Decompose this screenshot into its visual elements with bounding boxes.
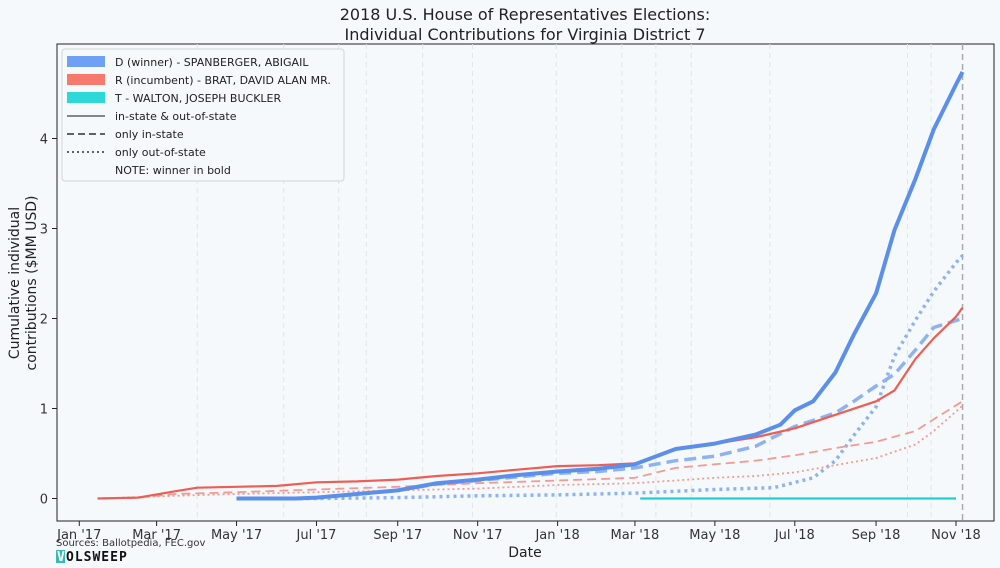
x-tick-label: Sep '17 [373,528,422,543]
legend-label: in-state & out-of-state [115,110,237,123]
legend-label: R (incumbent) - BRAT, DAVID ALAN MR. [115,74,331,87]
x-tick-label: Sep '18 [852,528,901,543]
y-tick-label: 1 [40,403,48,418]
series-line [236,316,964,501]
legend-items: D (winner) - SPANBERGER, ABIGAIL R (incum… [67,56,331,177]
x-tick-label: Nov '18 [931,528,981,543]
volsweep-logo: V OLSWEEP [56,550,128,565]
x-tick-label: Mar '18 [611,528,660,543]
chart-title-line-2: Individual Contributions for Virginia Di… [344,25,705,44]
y-axis-label-line-1: Cumulative individual [7,207,23,359]
grid-layer [196,44,964,521]
legend-label: only out-of-state [115,146,206,159]
x-tick-label: Jan '18 [534,528,579,543]
y-tick-label: 2 [40,313,48,328]
y-tick-label: 0 [40,493,48,508]
legend-label: NOTE: winner in bold [115,164,231,177]
x-tick-label: Nov '17 [453,528,503,543]
x-axis-label: Date [508,545,541,561]
logo-badge [56,550,65,563]
y-tick-label: 4 [40,133,48,148]
legend-swatch [67,92,105,103]
axis-layer: Jan '17 Mar '17 May '17 Jul '17 Sep '17 Nov '… [40,133,981,544]
legend-box [61,48,345,182]
series-line [97,307,964,500]
x-tick-label: Jul '18 [774,528,815,543]
series-layer [97,70,965,501]
legend-swatch [67,56,105,67]
x-tick-label: Mar '17 [132,528,181,543]
source-text: Sources: Ballotpedia, FEC.gov [56,538,205,549]
legend-label: only in-state [115,128,184,141]
y-axis-label-line-2: contributions ($MM USD) [24,196,40,371]
legend-label: D (winner) - SPANBERGER, ABIGAIL [115,56,309,69]
x-tick-label: Jul '17 [296,528,337,543]
y-tick-label: 3 [40,223,48,238]
series-line [236,70,965,501]
legend-swatch [67,74,105,85]
y-axis-label: Cumulative individual contributions ($MM… [7,196,40,371]
x-tick-label: Jan '17 [56,528,101,543]
series-line [97,400,963,500]
chart-title-line-1: 2018 U.S. House of Representatives Elect… [340,5,711,24]
x-tick-label: May '18 [689,528,740,543]
x-tick-label: May '17 [211,528,262,543]
logo-wordmark: OLSWEEP [66,550,128,565]
legend-label: T - WALTON, JOSEPH BUCKLER [114,92,282,105]
logo-badge-letter: V [57,550,66,565]
legend: D (winner) - SPANBERGER, ABIGAIL R (incum… [61,48,345,182]
